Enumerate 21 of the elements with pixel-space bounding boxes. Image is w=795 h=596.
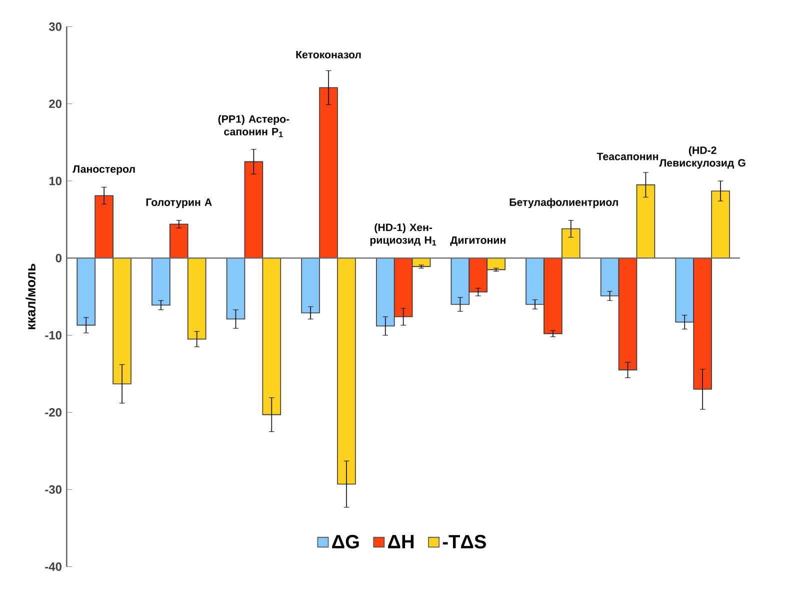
x-tick-label: Ланостерол [72, 165, 135, 175]
y-tick-label: -20 [45, 408, 62, 417]
x-tick-label: Голотурин А [146, 198, 212, 208]
y-tick-label: 20 [49, 100, 62, 108]
x-tick-label: (HD-1) Хен-рициозид H$_{1}$ [370, 223, 436, 246]
x-tick-label: (PP1) Астеро-сапонин P$_{1}$ [218, 114, 290, 138]
x-tick-label: Дигитонин [450, 236, 506, 246]
y-tick-label: 0 [56, 254, 62, 262]
y-tick-label: 30 [48, 22, 62, 31]
x-tick-label: Бетулафолиентриол [510, 198, 618, 208]
legend-label: ΔH [388, 535, 414, 548]
x-tick-label: Теасапонин [596, 152, 658, 160]
legend-label: -TΔS [442, 534, 486, 548]
y-tick-label: -10 [45, 331, 62, 340]
legend-label: ΔG [332, 534, 359, 548]
y-tick-label: 10 [49, 176, 62, 186]
y-tick-label: -30 [45, 485, 62, 494]
x-tick-label: (HD-2 Левискулозид G [659, 146, 746, 169]
x-tick-label: Кетоконазол [296, 51, 361, 58]
y-tick-label: -40 [45, 562, 62, 571]
y-axis-title: ккал/моль [26, 264, 36, 330]
